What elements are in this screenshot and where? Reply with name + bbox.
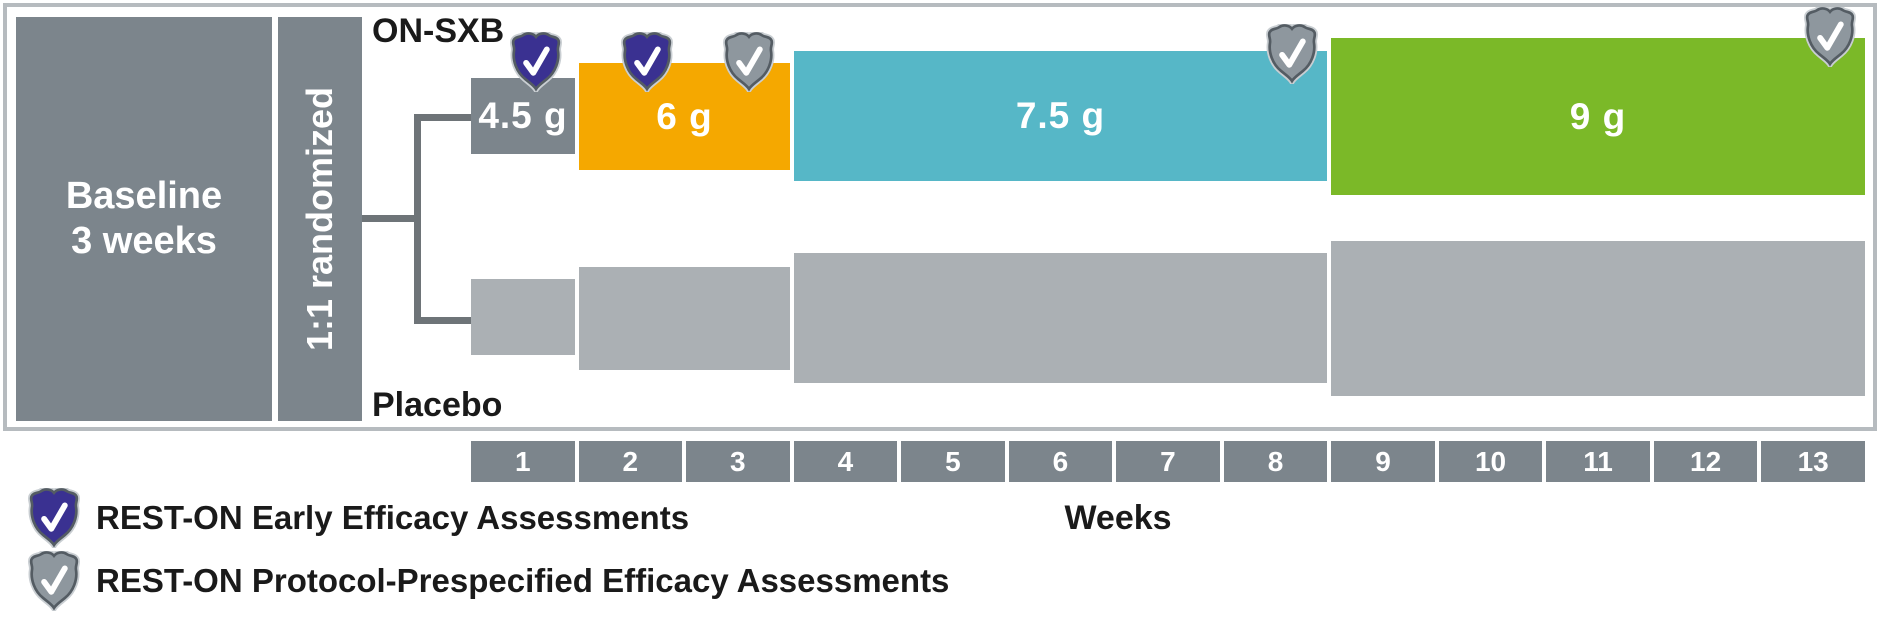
baseline-label: Baseline 3 weeks bbox=[65, 175, 223, 262]
legend-row-early-efficacy: REST-ON Early Efficacy Assessments bbox=[27, 488, 689, 548]
branch-line-to-onsxb bbox=[414, 114, 474, 121]
prespecified-shield-icon-week13 bbox=[1803, 7, 1857, 67]
baseline-box: Baseline 3 weeks bbox=[16, 17, 272, 421]
purple-shield-check-icon bbox=[27, 488, 81, 548]
legend-label-early-efficacy: REST-ON Early Efficacy Assessments bbox=[96, 499, 690, 536]
week-cell-2: 2 bbox=[578, 441, 683, 482]
placebo-box-weeks4-8 bbox=[794, 253, 1327, 383]
branch-line-to-placebo bbox=[414, 317, 474, 324]
randomized-box bbox=[278, 17, 362, 421]
weeks-axis-band: 1 2 3 4 5 6 7 8 9 10 11 12 13 bbox=[471, 441, 1865, 482]
placebo-box-weeks9-13 bbox=[1331, 241, 1865, 396]
week-cell-6: 6 bbox=[1008, 441, 1113, 482]
dose-box-9g: 9 g bbox=[1331, 38, 1865, 195]
placebo-box-week1 bbox=[471, 279, 575, 355]
prespecified-shield-icon-week8 bbox=[1265, 24, 1319, 84]
legend-row-prespecified: REST-ON Protocol-Prespecified Efficacy A… bbox=[27, 551, 949, 611]
gray-shield-check-icon bbox=[27, 551, 81, 611]
week-cell-4: 4 bbox=[793, 441, 898, 482]
week-cell-7: 7 bbox=[1116, 441, 1220, 482]
legend-label-prespecified: REST-ON Protocol-Prespecified Efficacy A… bbox=[96, 562, 950, 599]
early-efficacy-shield-icon-week2 bbox=[620, 32, 674, 92]
week-cell-13: 13 bbox=[1761, 441, 1865, 482]
branch-line-vertical bbox=[414, 114, 421, 324]
week-cell-10: 10 bbox=[1438, 441, 1543, 482]
dose-box-6g: 6 g bbox=[579, 63, 790, 170]
arm-label-on-sxb: ON-SXB bbox=[372, 12, 505, 50]
branch-line-stem bbox=[362, 215, 421, 222]
arm-label-placebo: Placebo bbox=[372, 386, 503, 424]
prespecified-shield-icon-week3 bbox=[722, 32, 776, 92]
week-cell-11: 11 bbox=[1546, 441, 1650, 482]
week-cell-3: 3 bbox=[686, 441, 790, 482]
week-cell-9: 9 bbox=[1331, 441, 1435, 482]
week-cell-12: 12 bbox=[1653, 441, 1758, 482]
dose-box-7-5g: 7.5 g bbox=[794, 51, 1327, 181]
weeks-axis-label: Weeks bbox=[1064, 499, 1172, 537]
randomized-label: 1:1 randomized bbox=[299, 86, 340, 352]
week-cell-1: 1 bbox=[471, 441, 575, 482]
early-efficacy-shield-icon-week1 bbox=[509, 32, 563, 92]
week-cell-5: 5 bbox=[901, 441, 1005, 482]
placebo-box-weeks2-3 bbox=[579, 267, 790, 370]
dose-box-4-5g: 4.5 g bbox=[471, 78, 575, 154]
week-cell-8: 8 bbox=[1223, 441, 1328, 482]
